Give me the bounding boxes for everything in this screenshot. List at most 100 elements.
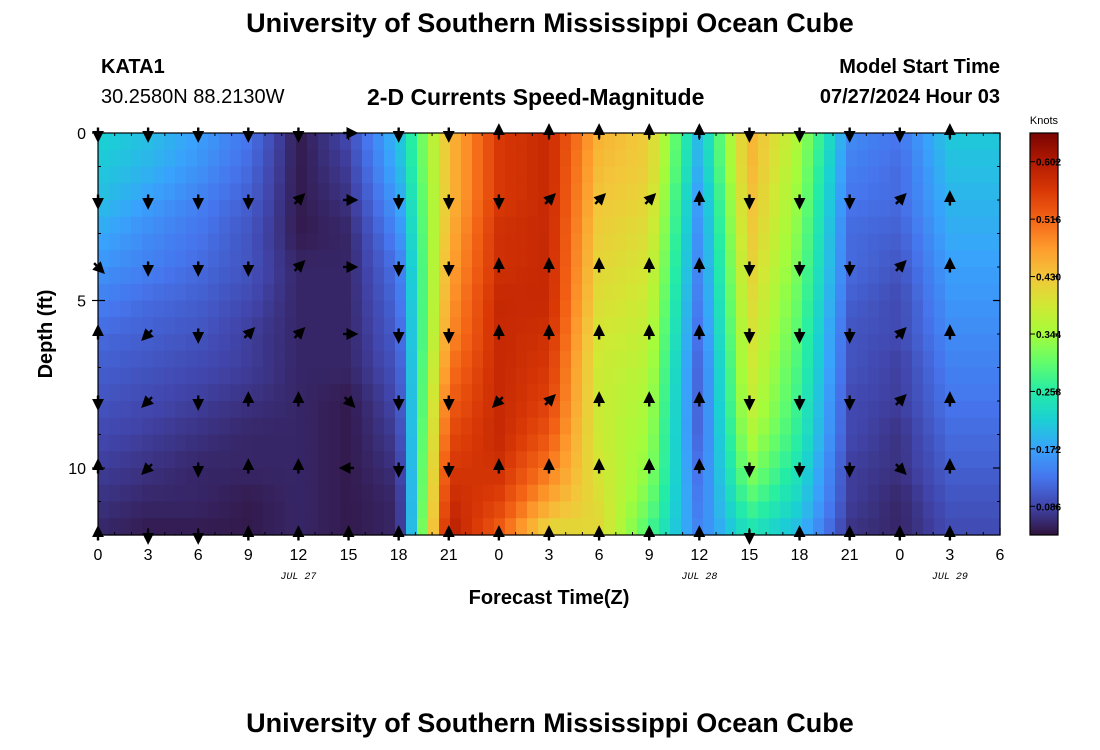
heatmap-cell (318, 417, 330, 436)
heatmap-cell (98, 233, 110, 251)
heatmap-cell (241, 250, 253, 268)
heatmap-cell (197, 501, 209, 519)
heatmap-cell (945, 334, 957, 352)
heatmap-cell (417, 166, 429, 184)
heatmap-cell (670, 267, 682, 285)
heatmap-cell (98, 334, 110, 352)
heatmap-cell (219, 149, 231, 168)
heatmap-cell (175, 451, 187, 469)
heatmap-cell (461, 133, 473, 151)
heatmap-cell (802, 200, 814, 218)
heatmap-cell (329, 417, 341, 436)
heatmap-cell (362, 166, 374, 184)
heatmap-cell (208, 200, 220, 218)
heatmap-cell (769, 233, 781, 251)
heatmap-cell (461, 518, 473, 536)
heatmap-cell (703, 267, 715, 285)
heatmap-cell (934, 283, 946, 302)
heatmap-cell (538, 216, 550, 235)
heatmap-cell (98, 283, 110, 302)
heatmap-cell (296, 501, 308, 519)
heatmap-cell (582, 484, 594, 503)
heatmap-cell (989, 434, 1001, 452)
heatmap-cell (549, 434, 561, 452)
heatmap-cell (681, 417, 693, 436)
heatmap-cell (912, 317, 924, 335)
heatmap-cell (439, 417, 451, 436)
heatmap-cell (912, 250, 924, 268)
heatmap-cell (109, 518, 121, 536)
heatmap-cell (681, 250, 693, 268)
current-arrow (893, 260, 907, 273)
heatmap-cell (945, 434, 957, 452)
heatmap-cell (736, 401, 748, 419)
heatmap-cell (219, 166, 231, 184)
heatmap-cell (670, 166, 682, 184)
heatmap-cell (648, 300, 660, 318)
heatmap-cell (252, 200, 264, 218)
heatmap-cell (571, 367, 583, 385)
heatmap-cell (417, 468, 429, 486)
x-tick-label: 0 (94, 547, 103, 564)
heatmap-cell (395, 133, 407, 151)
heatmap-cell (164, 501, 176, 519)
heatmap-cell (351, 501, 363, 519)
heatmap-cell (208, 250, 220, 268)
x-tick-label: 21 (841, 547, 859, 564)
heatmap-cell (681, 367, 693, 385)
heatmap-cell (835, 334, 847, 352)
heatmap-cell (417, 300, 429, 318)
heatmap-cell (109, 300, 121, 318)
heatmap-cell (912, 434, 924, 452)
heatmap-cell (351, 401, 363, 419)
heatmap-cell (846, 300, 858, 318)
heatmap-cell (439, 183, 451, 201)
heatmap-cell (285, 149, 297, 168)
heatmap-cell (263, 267, 275, 285)
heatmap-cell (934, 300, 946, 318)
heatmap-cell (747, 250, 759, 268)
heatmap-cell (714, 267, 726, 285)
heatmap-cell (604, 267, 616, 285)
heatmap-cell (483, 434, 495, 452)
heatmap-cell (615, 133, 627, 151)
heatmap-cell (967, 417, 979, 436)
heatmap-cell (956, 384, 968, 402)
heatmap-cell (285, 183, 297, 201)
heatmap-cell (692, 384, 704, 402)
heatmap-cell (571, 267, 583, 285)
heatmap-cell (263, 250, 275, 268)
heatmap-cell (197, 250, 209, 268)
heatmap-cell (967, 401, 979, 419)
heatmap-cell (923, 434, 935, 452)
heatmap-cell (659, 484, 671, 503)
heatmap-cell (857, 200, 869, 218)
heatmap-cell (505, 216, 517, 235)
heatmap-cell (252, 267, 264, 285)
heatmap-cell (307, 283, 319, 302)
heatmap-cell (571, 501, 583, 519)
heatmap-cell (604, 250, 616, 268)
heatmap-cell (769, 401, 781, 419)
heatmap-cell (571, 250, 583, 268)
heatmap-cell (670, 200, 682, 218)
x-tick-label: 3 (144, 547, 153, 564)
heatmap-cell (725, 250, 737, 268)
heatmap-cell (505, 434, 517, 452)
heatmap-cell (802, 267, 814, 285)
heatmap-cell (362, 501, 374, 519)
heatmap-cell (659, 468, 671, 486)
heatmap-cell (912, 451, 924, 469)
heatmap-cell (681, 334, 693, 352)
heatmap-cell (835, 300, 847, 318)
heatmap-cell (846, 216, 858, 235)
heatmap-cell (813, 317, 825, 335)
heatmap-cell (428, 216, 440, 235)
heatmap-cell (560, 501, 572, 519)
heatmap-cell (835, 133, 847, 151)
heatmap-cell (901, 233, 913, 251)
heatmap-cell (989, 501, 1001, 519)
heatmap-cell (989, 417, 1001, 436)
heatmap-cell (230, 484, 242, 503)
heatmap-cell (626, 200, 638, 218)
